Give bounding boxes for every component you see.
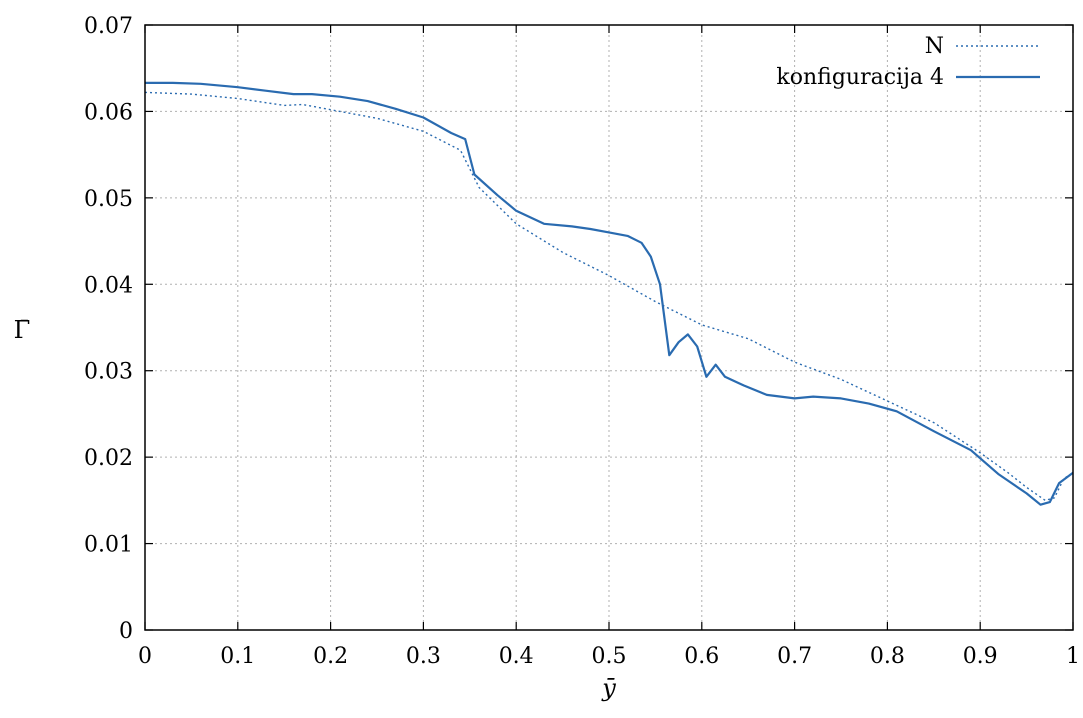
legend: N konfiguracija 4 xyxy=(776,34,1040,90)
x-tick-label: 0 xyxy=(138,644,152,669)
x-axis-label: ȳ xyxy=(601,674,616,702)
x-tick-label: 0.2 xyxy=(313,644,348,669)
y-tick-label: 0.01 xyxy=(84,533,133,558)
legend-label-konfiguracija-4: konfiguracija 4 xyxy=(776,65,944,90)
y-tick-label: 0.06 xyxy=(84,100,133,125)
y-tick-label: 0.05 xyxy=(84,187,133,212)
series-line-konfiguracija-4 xyxy=(145,81,1074,506)
y-axis-label: Γ̄ xyxy=(14,316,31,344)
y-tick-label: 0.04 xyxy=(84,273,133,298)
x-tick-label: 0.9 xyxy=(963,644,998,669)
x-tick-label: 0.4 xyxy=(499,644,534,669)
x-tick-label: 0.3 xyxy=(406,644,441,669)
x-tick-label: 0.1 xyxy=(220,644,255,669)
y-tick-label: 0.02 xyxy=(84,446,133,471)
x-tick-label: 0.8 xyxy=(870,644,905,669)
y-tick-labels: 0 0.01 0.02 0.03 0.04 0.05 0.06 0.07 xyxy=(84,14,133,644)
grid xyxy=(145,25,1073,630)
y-tick-label: 0.03 xyxy=(84,360,133,385)
x-tick-labels: 0 0.1 0.2 0.3 0.4 0.5 0.6 0.7 0.8 0.9 1 xyxy=(138,644,1080,669)
x-tick-label: 0.7 xyxy=(777,644,812,669)
series-line-n xyxy=(144,91,1074,502)
y-tick-label: 0.07 xyxy=(84,14,133,39)
x-tick-label: 0.5 xyxy=(592,644,627,669)
series-lines xyxy=(144,81,1074,506)
x-tick-label: 0.6 xyxy=(684,644,719,669)
y-tick-label: 0 xyxy=(119,619,133,644)
plot-frame xyxy=(144,24,1074,631)
x-tick-label: 1 xyxy=(1066,644,1080,669)
legend-label-n: N xyxy=(925,34,944,59)
